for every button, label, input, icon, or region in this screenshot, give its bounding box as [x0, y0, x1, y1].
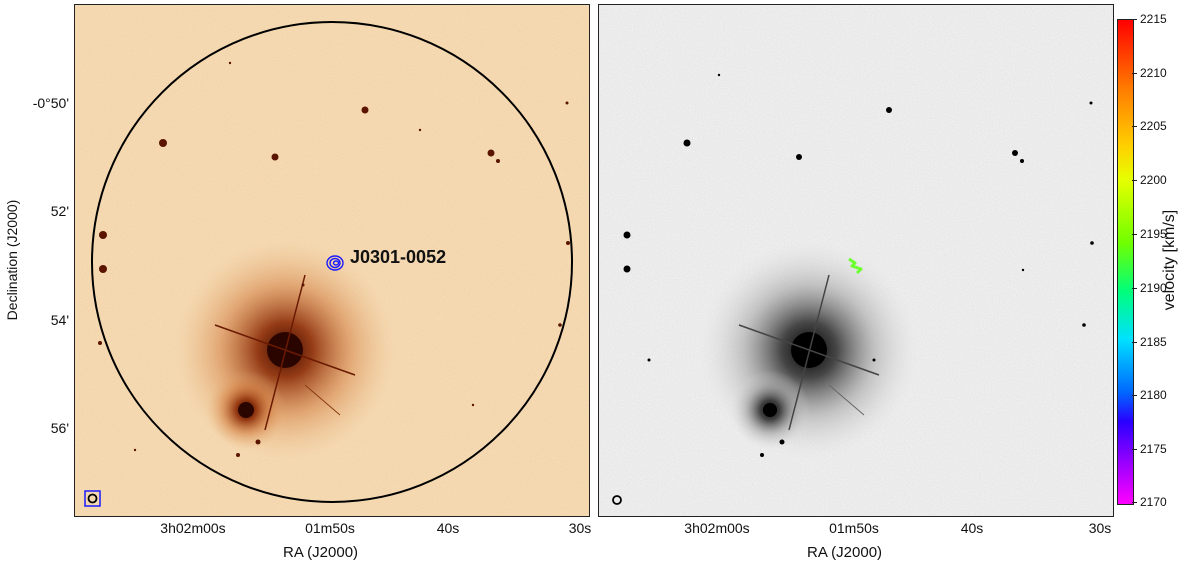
y-tick-4: 56': [50, 420, 69, 436]
beam-aperture-circle: [91, 21, 573, 503]
cb-tick-2175: 2175: [1140, 442, 1167, 456]
cb-tick-2205: 2205: [1140, 119, 1167, 133]
x-tick-1: 3h02m00s: [160, 520, 226, 536]
source-label: J0301-0052: [350, 247, 447, 267]
cb-tick-2170: 2170: [1140, 495, 1167, 509]
optical-image: [75, 5, 589, 516]
beam-icon-right: [612, 495, 622, 505]
cb-tick-2195: 2195: [1140, 227, 1167, 241]
cb-tick-2210: 2210: [1140, 66, 1167, 80]
x-tick-r1: 3h02m00s: [684, 520, 750, 536]
cb-tick-2180: 2180: [1140, 388, 1167, 402]
x-axis-title-right: RA (J2000): [807, 544, 883, 561]
velocity-field: [848, 257, 863, 275]
x-axis-title-left: RA (J2000): [283, 544, 359, 561]
x-tick-2: 01m50s: [305, 520, 355, 536]
x-tick-r3: 40s: [960, 520, 984, 536]
beam-icon: [87, 493, 98, 504]
y-tick-3: 54': [50, 312, 69, 328]
colorbar-label: velocity [km/s]: [1161, 209, 1178, 311]
x-tick-r2: 01m50s: [829, 520, 879, 536]
y-tick-1: -0°50': [32, 95, 69, 111]
x-tick-3: 40s: [436, 520, 460, 536]
cb-tick-2215: 2215: [1140, 12, 1167, 26]
optical-image-panel: [74, 4, 590, 517]
y-tick-2: 52': [50, 203, 69, 219]
x-tick-4: 30s: [568, 520, 592, 536]
hi-contour: [326, 255, 344, 271]
cb-tick-2185: 2185: [1140, 335, 1167, 349]
grayscale-image-panel: [598, 4, 1114, 517]
x-tick-r4: 30s: [1088, 520, 1112, 536]
cb-tick-2190: 2190: [1140, 281, 1167, 295]
velocity-colorbar: [1117, 19, 1134, 505]
y-axis-title: Declination (J2000): [4, 199, 20, 321]
beam-box: [84, 490, 101, 507]
cb-tick-2200: 2200: [1140, 173, 1167, 187]
grayscale-image: [599, 5, 1113, 516]
